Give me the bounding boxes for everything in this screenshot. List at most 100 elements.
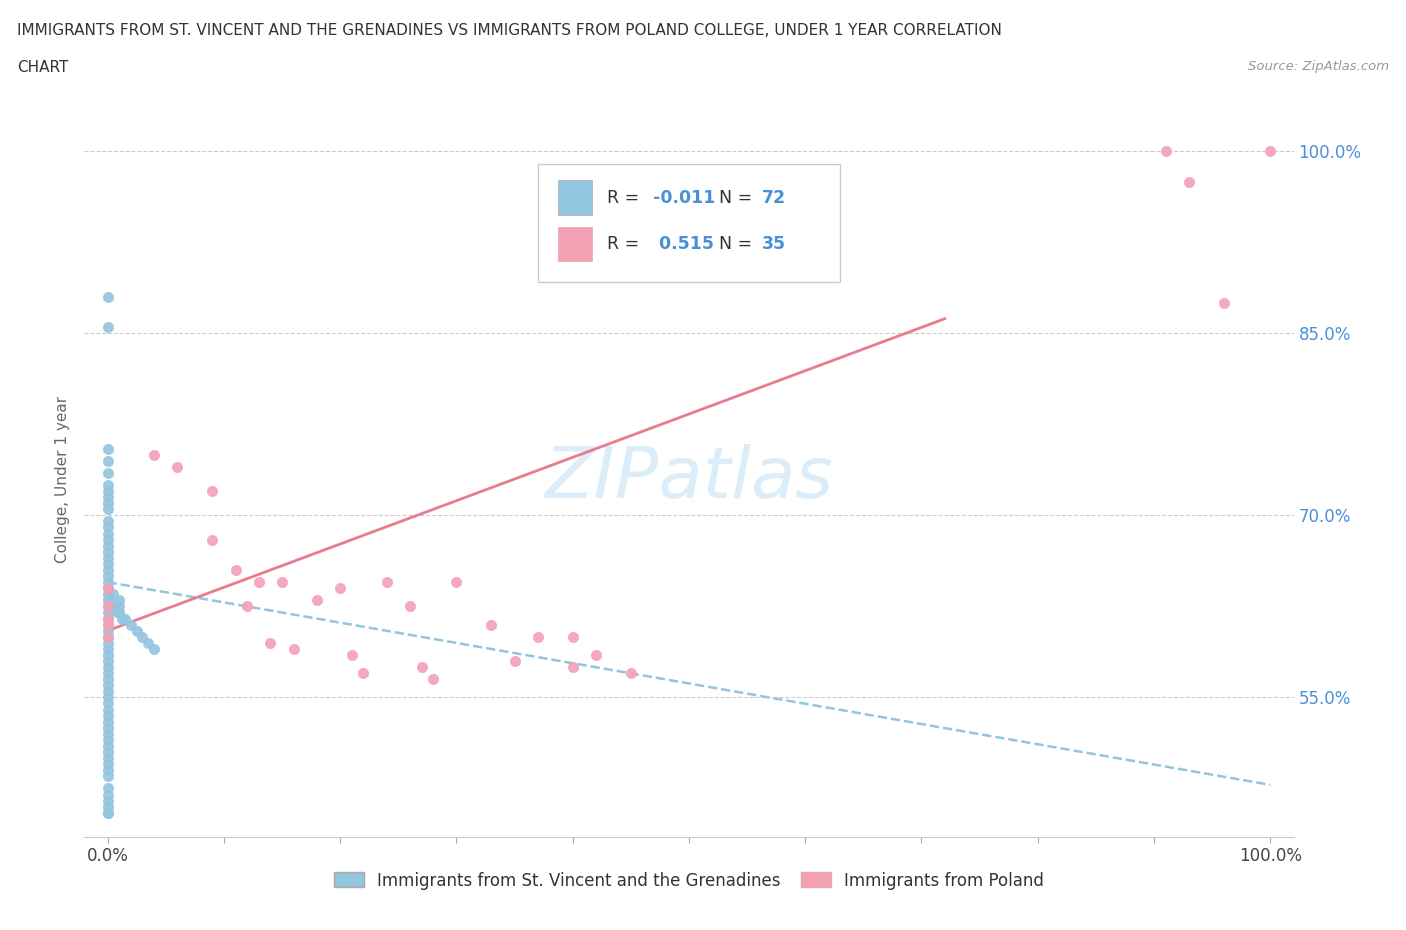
Point	[352, 666, 374, 681]
Point	[446, 575, 468, 590]
Point	[97, 587, 120, 602]
Point	[166, 459, 188, 474]
Point	[97, 490, 120, 505]
FancyBboxPatch shape	[558, 180, 592, 215]
Legend: Immigrants from St. Vincent and the Grenadines, Immigrants from Poland: Immigrants from St. Vincent and the Gren…	[333, 871, 1045, 889]
Point	[527, 630, 550, 644]
Point	[143, 447, 166, 462]
Point	[125, 623, 148, 638]
Point	[97, 532, 120, 547]
Point	[97, 580, 120, 595]
Point	[97, 526, 120, 541]
Point	[97, 787, 120, 802]
Text: ZIPatlas: ZIPatlas	[544, 445, 834, 513]
Point	[97, 520, 120, 535]
Point	[1154, 144, 1177, 159]
Point	[97, 478, 120, 493]
Point	[201, 484, 224, 498]
Text: 72: 72	[762, 189, 786, 206]
Point	[1178, 174, 1201, 189]
Point	[97, 647, 120, 662]
Point	[97, 563, 120, 578]
Text: R =: R =	[607, 189, 644, 206]
Point	[97, 671, 120, 686]
Point	[97, 605, 120, 620]
Point	[97, 751, 120, 765]
Point	[503, 654, 526, 669]
Point	[114, 611, 136, 626]
Point	[97, 580, 120, 595]
Point	[97, 659, 120, 674]
Point	[97, 618, 120, 632]
Point	[97, 599, 120, 614]
Point	[97, 678, 120, 693]
Point	[97, 757, 120, 772]
Point	[259, 635, 281, 650]
Point	[97, 745, 120, 760]
Point	[97, 684, 120, 698]
Point	[120, 618, 142, 632]
Point	[1212, 296, 1234, 311]
Point	[97, 781, 120, 796]
Point	[110, 611, 132, 626]
Point	[97, 635, 120, 650]
Text: CHART: CHART	[17, 60, 69, 75]
Point	[97, 642, 120, 657]
Point	[305, 593, 328, 608]
Point	[97, 514, 120, 529]
Point	[97, 666, 120, 681]
Text: Source: ZipAtlas.com: Source: ZipAtlas.com	[1249, 60, 1389, 73]
Text: 0.515: 0.515	[652, 235, 714, 253]
Point	[422, 671, 444, 686]
Point	[97, 654, 120, 669]
Point	[97, 441, 120, 456]
Text: IMMIGRANTS FROM ST. VINCENT AND THE GRENADINES VS IMMIGRANTS FROM POLAND COLLEGE: IMMIGRANTS FROM ST. VINCENT AND THE GREN…	[17, 23, 1001, 38]
Point	[143, 642, 166, 657]
Point	[97, 568, 120, 583]
Point	[375, 575, 398, 590]
Point	[103, 587, 125, 602]
Point	[108, 605, 131, 620]
Point	[97, 538, 120, 553]
Point	[97, 721, 120, 736]
Point	[236, 599, 259, 614]
Point	[103, 599, 125, 614]
Point	[97, 738, 120, 753]
Point	[97, 696, 120, 711]
Point	[479, 618, 502, 632]
FancyBboxPatch shape	[538, 164, 841, 282]
Point	[108, 599, 131, 614]
Point	[97, 611, 120, 626]
Point	[1258, 144, 1281, 159]
Point	[283, 642, 305, 657]
Point	[97, 453, 120, 468]
Point	[247, 575, 270, 590]
Point	[108, 593, 131, 608]
Point	[329, 580, 352, 595]
Point	[561, 659, 583, 674]
Point	[225, 563, 247, 578]
Point	[97, 763, 120, 777]
Text: R =: R =	[607, 235, 644, 253]
Point	[97, 708, 120, 723]
Point	[97, 769, 120, 784]
Point	[97, 320, 120, 335]
Point	[585, 647, 607, 662]
Point	[97, 618, 120, 632]
Point	[97, 714, 120, 729]
Point	[97, 623, 120, 638]
Point	[399, 599, 422, 614]
Point	[271, 575, 294, 590]
Point	[97, 630, 120, 644]
Point	[340, 647, 363, 662]
Point	[97, 702, 120, 717]
Text: 35: 35	[762, 235, 786, 253]
Point	[97, 502, 120, 517]
Point	[97, 733, 120, 748]
Point	[97, 630, 120, 644]
FancyBboxPatch shape	[558, 227, 592, 261]
Point	[411, 659, 433, 674]
Point	[97, 496, 120, 511]
Point	[97, 289, 120, 304]
Point	[620, 666, 643, 681]
